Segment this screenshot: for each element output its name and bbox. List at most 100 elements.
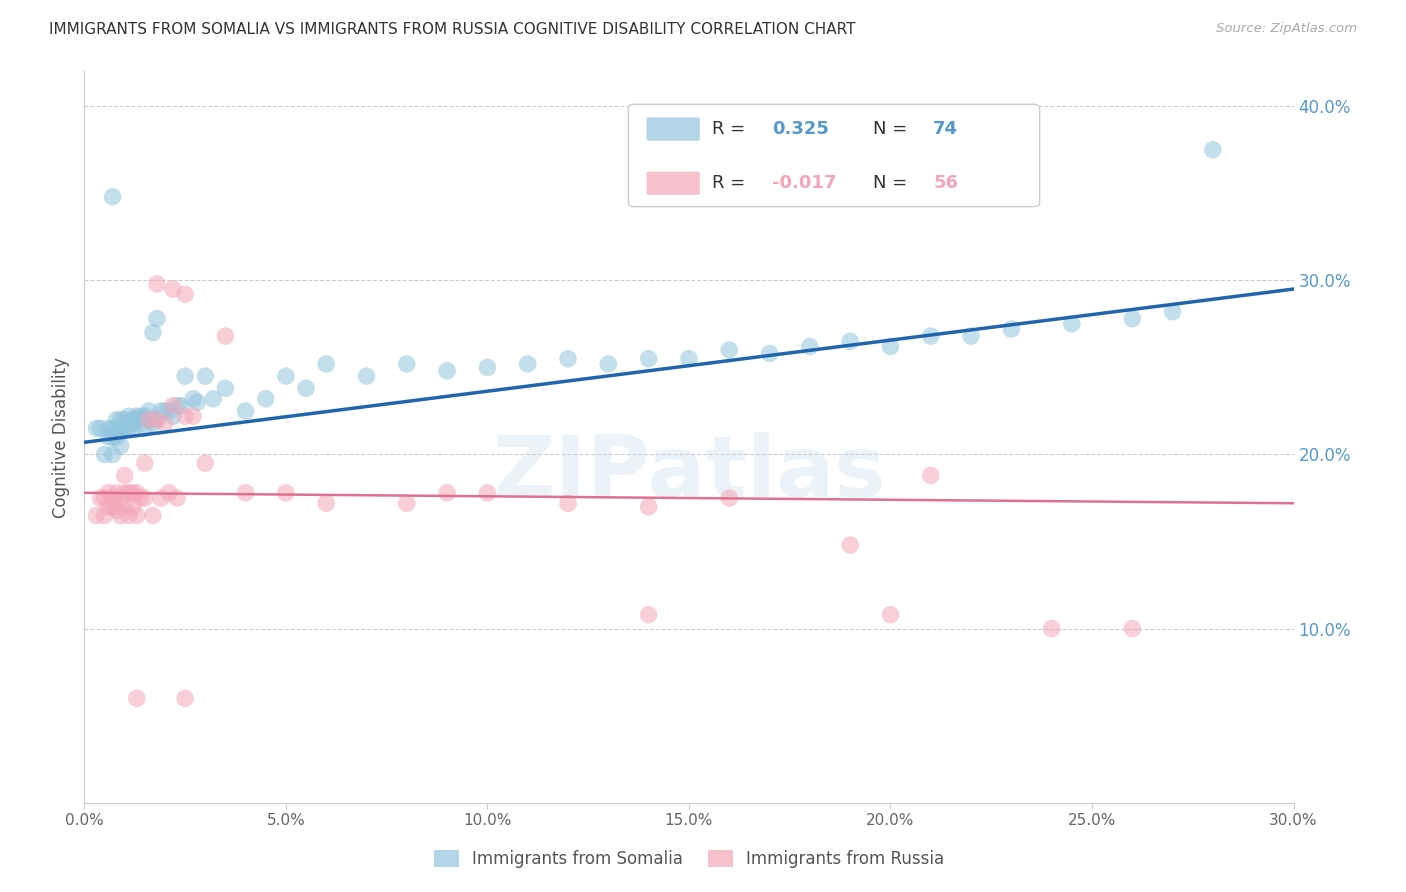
Point <box>356 369 378 384</box>
FancyBboxPatch shape <box>647 171 700 195</box>
Point <box>170 399 193 413</box>
Point <box>134 421 156 435</box>
Point <box>105 421 128 435</box>
Point <box>121 500 143 514</box>
Text: R =: R = <box>711 120 751 138</box>
Point <box>138 404 160 418</box>
Point <box>97 430 120 444</box>
Point <box>395 357 418 371</box>
Y-axis label: Cognitive Disability: Cognitive Disability <box>52 357 70 517</box>
Point <box>101 448 124 462</box>
Point <box>839 334 862 349</box>
Point <box>920 468 942 483</box>
Point <box>166 491 188 505</box>
Point <box>1040 622 1063 636</box>
Point <box>121 421 143 435</box>
Point <box>1161 304 1184 318</box>
Point <box>93 491 115 505</box>
Point <box>89 491 111 505</box>
Point <box>174 691 197 706</box>
Point <box>181 392 204 406</box>
Point <box>557 496 579 510</box>
Point <box>110 491 132 505</box>
Point <box>110 412 132 426</box>
Point <box>181 409 204 424</box>
Point <box>149 404 172 418</box>
Point <box>118 485 141 500</box>
Point <box>186 395 208 409</box>
Point <box>129 491 152 505</box>
Point <box>174 287 197 301</box>
Point <box>125 412 148 426</box>
Point <box>153 404 176 418</box>
Point <box>516 357 538 371</box>
Point <box>101 491 124 505</box>
Text: IMMIGRANTS FROM SOMALIA VS IMMIGRANTS FROM RUSSIA COGNITIVE DISABILITY CORRELATI: IMMIGRANTS FROM SOMALIA VS IMMIGRANTS FR… <box>49 22 856 37</box>
Point <box>134 491 156 505</box>
Point <box>114 421 136 435</box>
Point <box>134 409 156 424</box>
Point <box>142 416 165 430</box>
Point <box>214 381 236 395</box>
Point <box>395 496 418 510</box>
Point <box>274 485 297 500</box>
Point <box>146 311 169 326</box>
Text: Source: ZipAtlas.com: Source: ZipAtlas.com <box>1216 22 1357 36</box>
Point <box>97 421 120 435</box>
Point <box>678 351 700 366</box>
Point <box>557 351 579 366</box>
Point <box>718 491 741 505</box>
Point <box>598 357 620 371</box>
Point <box>315 496 337 510</box>
Point <box>89 421 111 435</box>
Point <box>637 500 659 514</box>
Point <box>125 691 148 706</box>
Point <box>315 357 337 371</box>
Point <box>86 421 108 435</box>
Point <box>118 409 141 424</box>
Point <box>101 190 124 204</box>
Text: ZIPatlas: ZIPatlas <box>492 432 886 516</box>
Point <box>235 404 257 418</box>
Point <box>202 392 225 406</box>
Point <box>194 456 217 470</box>
Point <box>162 409 184 424</box>
Point <box>110 508 132 523</box>
Point <box>879 339 901 353</box>
Point <box>920 329 942 343</box>
Point <box>274 369 297 384</box>
Point <box>162 399 184 413</box>
FancyBboxPatch shape <box>628 104 1039 207</box>
Point <box>799 339 821 353</box>
Point <box>105 412 128 426</box>
Point <box>194 369 217 384</box>
Point <box>477 485 499 500</box>
Point <box>1202 143 1225 157</box>
Text: -0.017: -0.017 <box>772 174 837 193</box>
Point <box>138 412 160 426</box>
Point <box>879 607 901 622</box>
Point <box>477 360 499 375</box>
Point <box>129 409 152 424</box>
Point <box>174 409 197 424</box>
Point <box>101 430 124 444</box>
Point <box>129 416 152 430</box>
Point <box>101 500 124 514</box>
Text: 74: 74 <box>934 120 959 138</box>
Point <box>93 508 115 523</box>
Point <box>436 364 458 378</box>
Point <box>162 282 184 296</box>
Point <box>1121 311 1143 326</box>
Point <box>125 485 148 500</box>
Point <box>142 326 165 340</box>
Point <box>1060 317 1083 331</box>
Point <box>718 343 741 357</box>
Text: N =: N = <box>873 174 912 193</box>
Point <box>295 381 318 395</box>
Point <box>134 456 156 470</box>
Point <box>153 416 176 430</box>
Point <box>142 508 165 523</box>
Point <box>114 485 136 500</box>
Point <box>758 346 780 360</box>
Point <box>101 421 124 435</box>
